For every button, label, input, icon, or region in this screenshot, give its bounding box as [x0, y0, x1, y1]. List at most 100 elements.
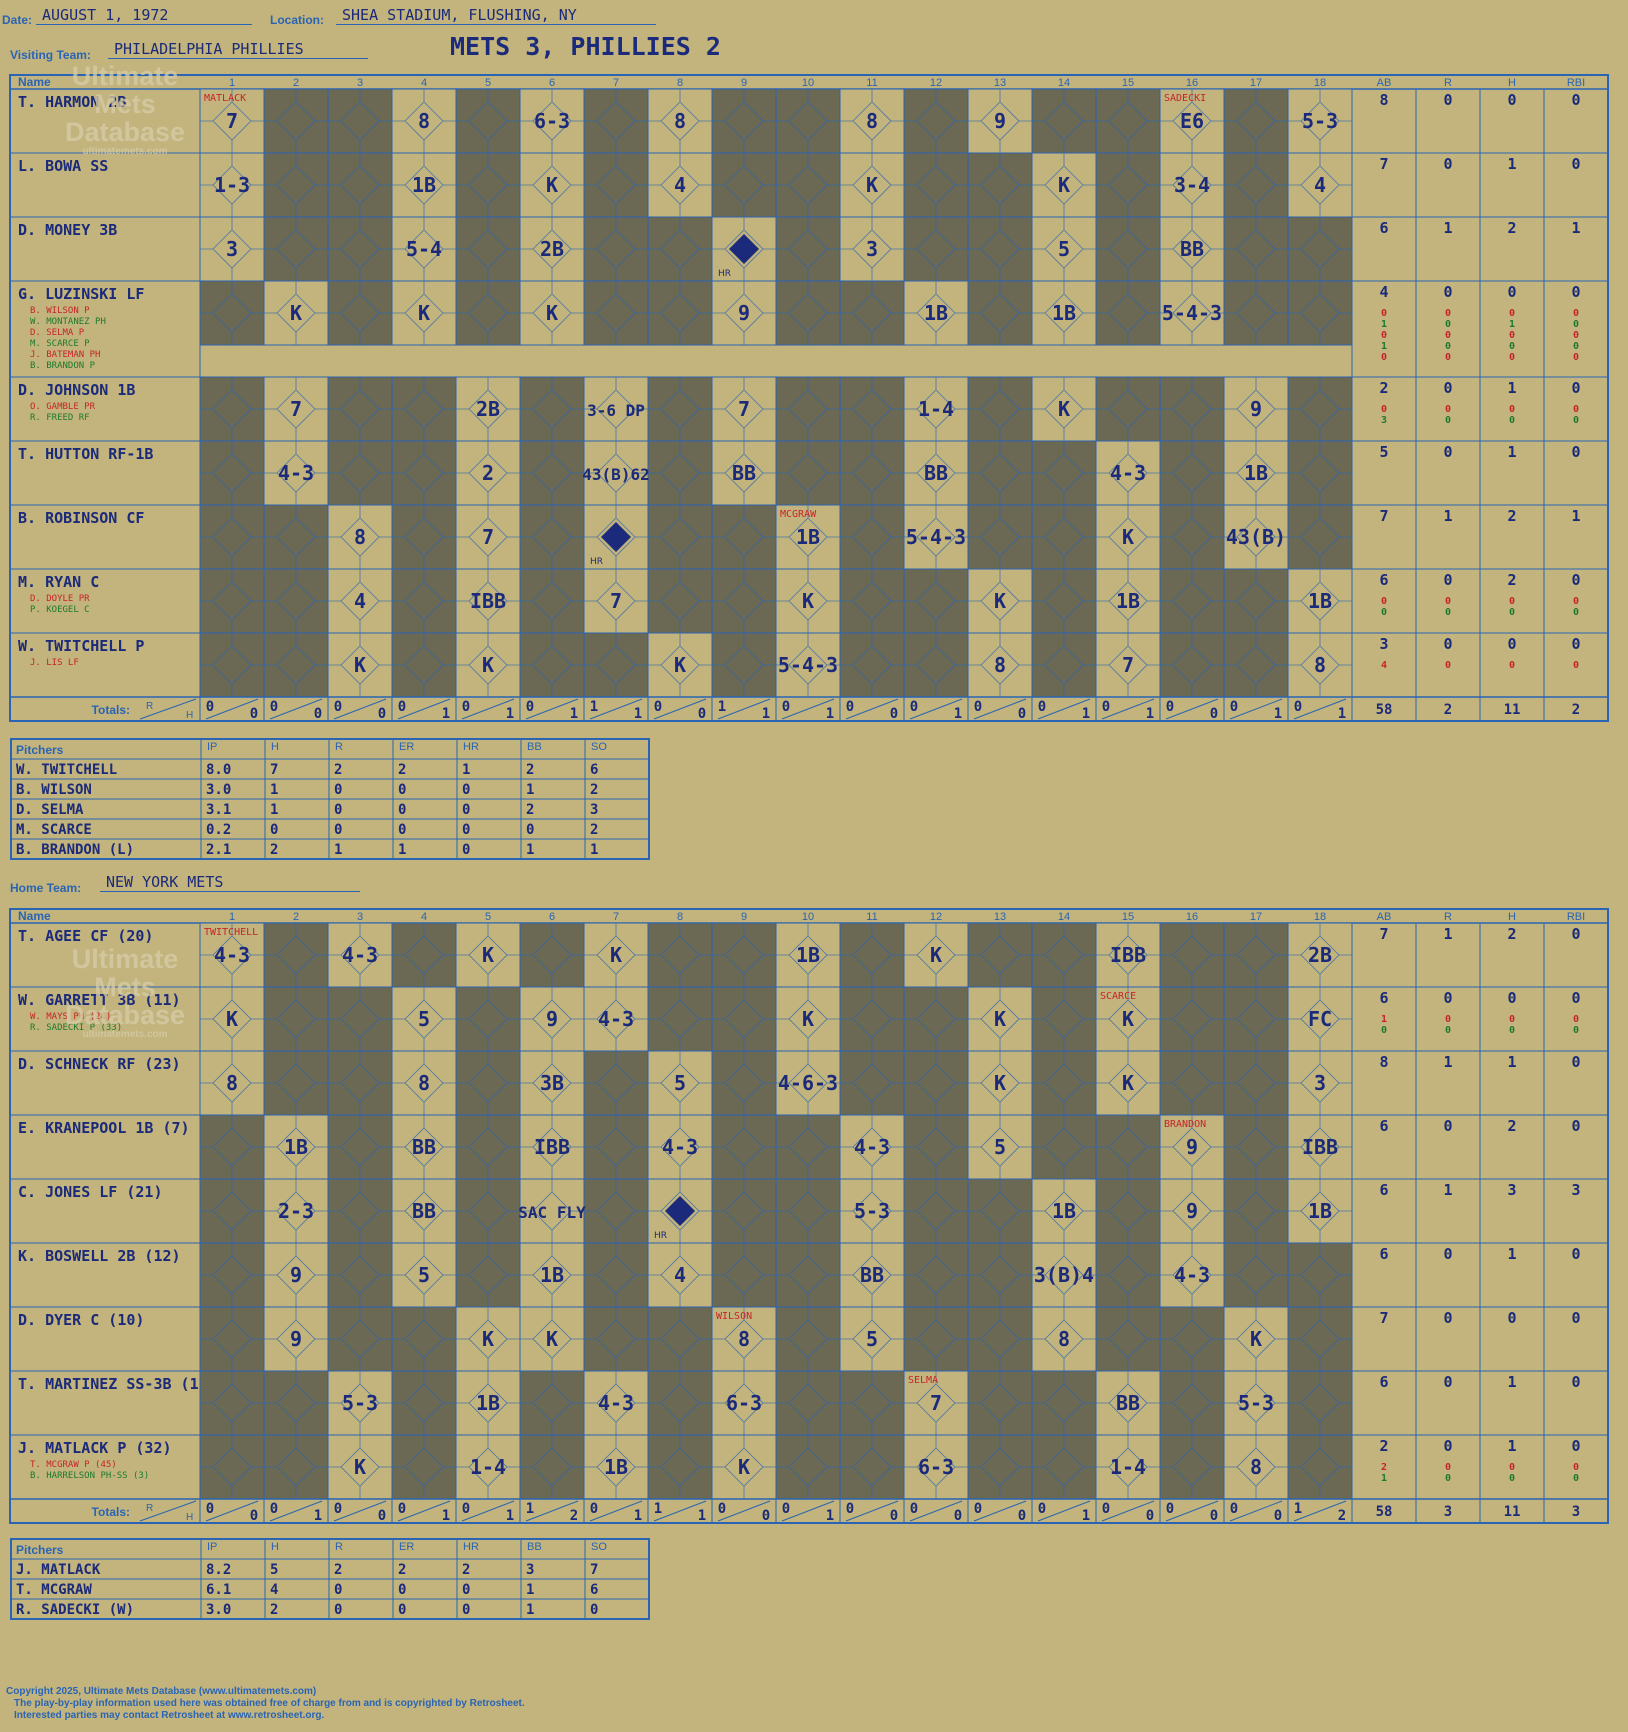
home-batter-row-6: K. BOSWELL 2B (12) 9 5 1B 4 BB 3(B)4 4-3 6 0 1 0 [9, 1242, 1609, 1308]
basepath-diamond-15 [1096, 281, 1160, 345]
basepath-diamond-8 [648, 153, 712, 217]
basepath-diamond-9 [712, 1115, 776, 1179]
play-result: 5 [674, 1071, 686, 1095]
watermark-home-line-2: Mets [94, 972, 156, 1002]
pitcher-stat-hr: 0 [462, 1602, 470, 1618]
home-inning-header-18: 18 [1314, 911, 1326, 923]
stat-r: 0 [1443, 571, 1452, 589]
basepath-diamond-4 [392, 633, 456, 697]
totals-cell-slash [717, 1500, 771, 1522]
pitcher-stat-r: 1 [334, 842, 342, 858]
play-result: 3-6 DP [587, 401, 645, 420]
basepath-diamond-7 [584, 505, 648, 569]
play-result: 8 [738, 1327, 750, 1351]
stat-h: 2 [1507, 219, 1516, 237]
play-result: 3 [866, 237, 878, 261]
play-result: 1B [476, 1391, 500, 1415]
home-stat-header-h: H [1508, 911, 1516, 923]
basepath-diamond-12 [904, 1371, 968, 1435]
home-inning-header-6: 6 [549, 911, 555, 923]
stat-r: 0 [1443, 1437, 1452, 1455]
basepath-diamond-16 [1160, 569, 1224, 633]
basepath-diamond-7 [584, 569, 648, 633]
home-run-diamond [729, 234, 759, 264]
play-result: HR [590, 557, 603, 567]
basepath-diamond-5 [456, 633, 520, 697]
home-totals-row: Totals: RH0 0 0 1 0 0 0 1 0 1 1 2 0 1 1 1 0 0 0 1 0 0 0 0 0 0 0 1 0 0 0… [9, 1498, 1609, 1524]
inning-runs: 0 [270, 1501, 278, 1517]
stat-ab: 2 [1379, 379, 1388, 397]
basepath-diamond-13 [968, 633, 1032, 697]
inning-runs: 1 [526, 1501, 534, 1517]
basepath-diamond-1 [200, 1051, 264, 1115]
play-result: 5-3 [342, 1391, 378, 1415]
pitcher-stat-r: 0 [334, 802, 342, 818]
pitching-change-note: SADECKI [1164, 93, 1206, 104]
inning-runs: 0 [910, 699, 918, 715]
totals-cell-slash [1165, 698, 1219, 720]
play-result: 9 [1186, 1199, 1198, 1223]
basepath-diamond-14 [1032, 1371, 1096, 1435]
basepath-diamond-3 [328, 217, 392, 281]
stat-ab: 2 [1381, 1462, 1387, 1473]
home-batter-row-2: W. GARRETT 3B (11) W. MAYS PH (24)R. SADE… [9, 986, 1609, 1052]
totals-cell-slash [1037, 698, 1091, 720]
totals-cell-slash [717, 698, 771, 720]
basepath-diamond-12 [904, 633, 968, 697]
basepath-diamond-6 [520, 505, 584, 569]
totals-cell-slash [397, 698, 451, 720]
play-result: 1B [1052, 1199, 1076, 1223]
basepath-diamond-14 [1032, 377, 1096, 441]
substitute-name: D. DOYLE PR [30, 594, 90, 604]
stat-rbi: 0 [1571, 635, 1580, 653]
play-result: 1B [604, 1455, 628, 1479]
stat-r: 0 [1445, 607, 1451, 618]
visitors-pitcher-row-2: B. WILSON 3.0 1 0 0 0 1 2 [11, 778, 649, 798]
basepath-diamond-18 [1288, 1435, 1352, 1499]
stat-rbi: 0 [1573, 1473, 1579, 1484]
location-value: SHEA STADIUM, FLUSHING, NY [336, 6, 656, 25]
inning-runs: 0 [462, 699, 470, 715]
pitcher-stat-r: 2 [334, 1562, 342, 1578]
play-result: 5-3 [854, 1199, 890, 1223]
totals-r-label: R [146, 701, 153, 712]
play-result: 1-4 [470, 1455, 506, 1479]
play-result: 4-3 [278, 461, 314, 485]
play-result: 2 [482, 461, 494, 485]
totals-cell-slash [1101, 1500, 1155, 1522]
play-result: K [610, 943, 622, 967]
basepath-diamond-2 [264, 281, 328, 345]
stat-ab: 4 [1379, 283, 1388, 301]
visitors-inning-header-15: 15 [1122, 77, 1134, 89]
play-result: E6 [1180, 109, 1204, 133]
basepath-diamond-16 [1160, 1371, 1224, 1435]
inning-hits: 0 [762, 1508, 770, 1524]
basepath-diamond-14 [1032, 153, 1096, 217]
home-inning-header-12: 12 [930, 911, 942, 923]
play-result: 4-3 [342, 943, 378, 967]
play-result: SAC FLY [518, 1203, 586, 1222]
basepath-diamond-14 [1032, 217, 1096, 281]
visitors-pitching-svg: Pitchers IP H R ER HR BB SOW. TWITCHELL 8.0 7 2 2 1 2… [10, 738, 650, 860]
substitute-name: J. LIS LF [30, 658, 79, 668]
pitcher-name: R. SADECKI (W) [16, 1602, 134, 1618]
basepath-diamond-9 [712, 1051, 776, 1115]
totals-cell-slash [1101, 698, 1155, 720]
visitors-stat-header-h: H [1508, 77, 1516, 89]
inning-hits: 0 [250, 706, 258, 722]
stat-ab: 0 [1381, 404, 1387, 415]
home-pitcher-row-2: T. MCGRAW 6.1 4 0 0 0 1 6 [11, 1578, 649, 1598]
pitcher-stat-er: 0 [398, 1602, 406, 1618]
inning-runs: 0 [974, 699, 982, 715]
basepath-diamond-13 [968, 1115, 1032, 1179]
basepath-diamond-5 [456, 1243, 520, 1307]
substitute-name: T. MCGRAW P (45) [30, 1460, 117, 1470]
stat-ab: 6 [1379, 571, 1388, 589]
play-result: K [674, 653, 686, 677]
stat-ab: 0 [1381, 352, 1387, 363]
pitcher-stat-h: 2 [270, 842, 278, 858]
pitcher-stat-bb: 0 [526, 822, 534, 838]
stat-rbi: 0 [1571, 443, 1580, 461]
stat-r: 0 [1445, 308, 1451, 319]
stat-r: 1 [1443, 925, 1452, 943]
